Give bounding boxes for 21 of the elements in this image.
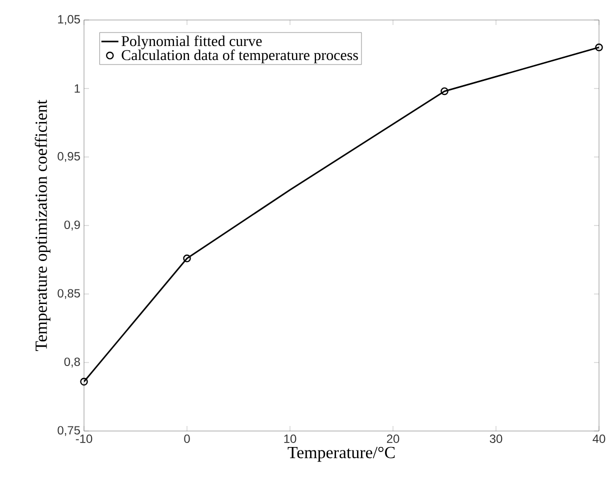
point (595, 44, 603, 52)
x-tick-label: 0 (184, 434, 190, 443)
legend-label: Calculation data of temperature process (122, 50, 358, 64)
y-tick-label: 0,85 (58, 289, 80, 299)
x-tick-label: -10 (76, 434, 92, 443)
point (80, 378, 88, 386)
x-tick-label: 20 (386, 434, 400, 443)
y-tick-label: 0,8 (64, 358, 80, 368)
legend-label: Polynomial fitted curve (122, 36, 262, 50)
y-axis-title: Temperature optimization coefficient (34, 100, 50, 351)
y-tick-label: 0,9 (64, 220, 80, 230)
y-tick-label: 0,95 (58, 152, 80, 162)
x-tick-label: 30 (490, 434, 502, 443)
x-tick-label: 10 (284, 434, 296, 443)
point (440, 87, 448, 96)
x-axis-title: Temperature/°C (288, 446, 395, 462)
y-tick-label: 0,75 (58, 426, 80, 436)
point (183, 254, 191, 262)
x-tick-label: 40 (592, 434, 606, 443)
y-tick-label: 1,05 (58, 15, 80, 25)
y-tick-label: 1 (74, 84, 80, 93)
